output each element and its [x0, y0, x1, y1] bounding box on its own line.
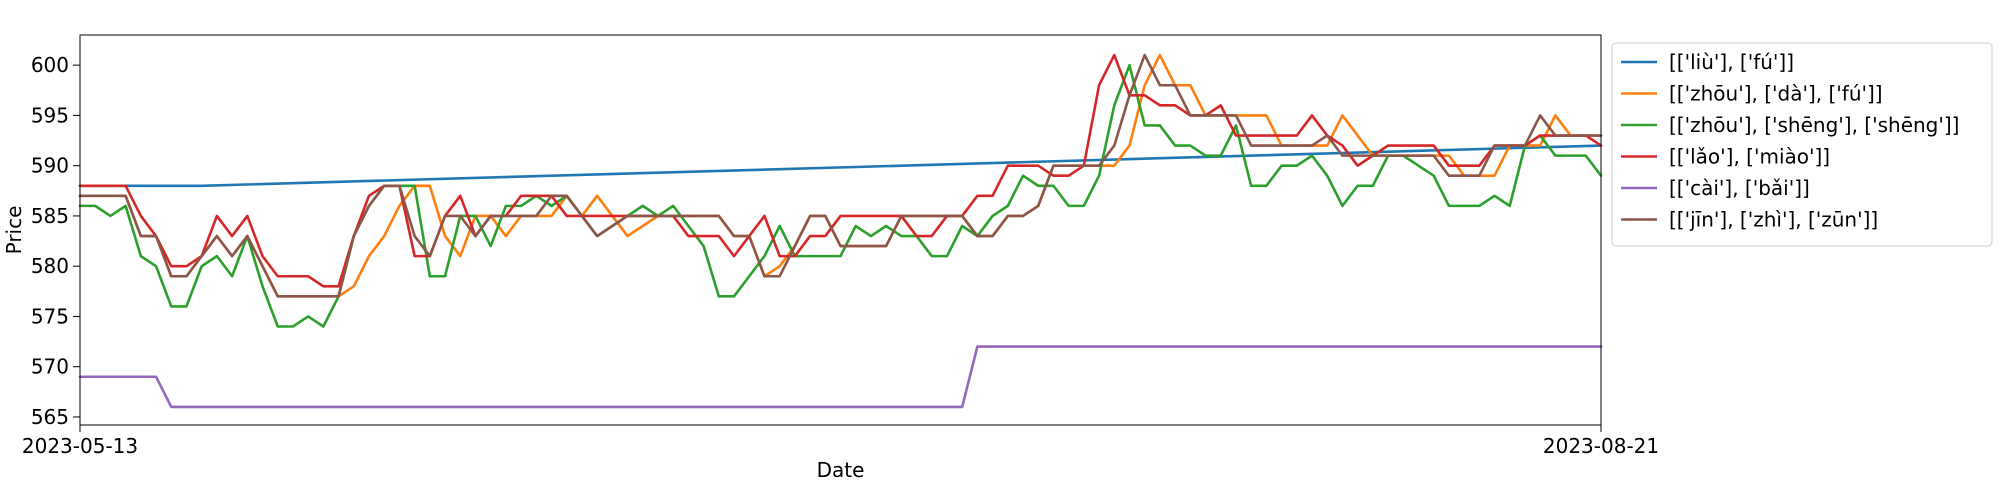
y-tick-label: 585: [31, 204, 69, 228]
y-axis: 565 570 575 580 585 590 595 600: [31, 53, 80, 429]
legend-label: [['lǎo'], ['miào']]: [1669, 145, 1830, 169]
legend-frame: [1611, 42, 1993, 247]
x-tick-label: 2023-05-13: [22, 434, 138, 458]
series-layer: [78, 53, 1603, 409]
x-tick-label: 2023-08-21: [1543, 434, 1659, 458]
x-axis: 2023-05-13 2023-08-21: [22, 425, 1659, 458]
series-line-2: [78, 63, 1603, 328]
plot-area-frame: [79, 34, 1602, 426]
x-axis-label: Date: [817, 458, 865, 482]
series-line-4: [78, 345, 1603, 409]
legend-label: [['cài'], ['bǎi']]: [1669, 176, 1810, 200]
y-tick-label: 575: [31, 304, 69, 328]
legend-label: [['jīn'], ['zhì'], ['zūn']]: [1669, 208, 1878, 232]
series-line-1: [78, 53, 1603, 298]
y-tick-label: 565: [31, 405, 69, 429]
y-tick-label: 570: [31, 355, 69, 379]
y-tick-label: 590: [31, 154, 69, 178]
series-line-3: [78, 53, 1603, 288]
series-line-0: [78, 144, 1603, 188]
y-tick-label: 580: [31, 254, 69, 278]
legend: [['liù'], ['fú']] [['zhōu'], ['dà'], ['fú…: [1611, 42, 1993, 247]
legend-label: [['zhōu'], ['shēng'], ['shēng']]: [1669, 113, 1959, 137]
legend-label: [['zhōu'], ['dà'], ['fú']]: [1669, 82, 1883, 106]
legend-label: [['liù'], ['fú']]: [1669, 50, 1794, 74]
series-line-5: [78, 53, 1603, 298]
y-axis-label: Price: [2, 206, 26, 255]
y-tick-label: 595: [31, 103, 69, 127]
y-tick-label: 600: [31, 53, 69, 77]
